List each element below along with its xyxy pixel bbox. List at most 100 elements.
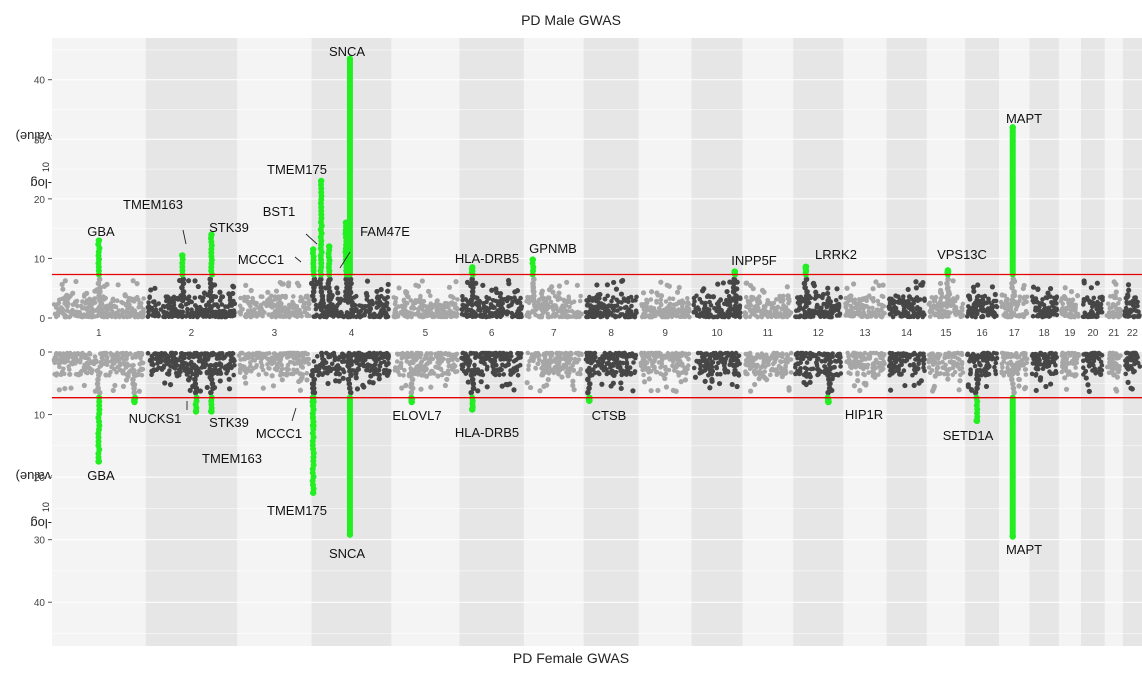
snp-point [785, 293, 791, 299]
y-tick-label-male: 10 [34, 254, 46, 265]
snp-point [1016, 383, 1022, 389]
snp-point [750, 286, 756, 292]
snp-point [131, 367, 137, 374]
snp-point [95, 376, 101, 383]
snp-point [468, 389, 475, 396]
snp-point [735, 371, 741, 377]
snp-point [64, 292, 70, 298]
snp-point [419, 278, 425, 284]
snp-point [1009, 284, 1015, 291]
chr-band-bottom [843, 352, 888, 646]
snp-point [610, 380, 616, 386]
snp-point-cloud [886, 293, 927, 320]
snp-point [286, 280, 292, 286]
snp-point [180, 276, 187, 283]
gene-label-male: MAPT [1006, 111, 1042, 126]
snp-point [344, 280, 350, 287]
snp-point [1047, 286, 1054, 292]
snp-point [342, 297, 348, 303]
snp-point-cloud [237, 293, 312, 320]
snp-point [230, 283, 236, 289]
chr-band-bottom [391, 352, 460, 646]
snp-point [931, 383, 938, 389]
snp-point [327, 276, 333, 283]
snp-point [611, 279, 617, 286]
snp-point [435, 373, 441, 379]
snp-point [825, 285, 831, 291]
snp-point [676, 284, 682, 291]
snp-point [1085, 382, 1091, 388]
snp-point [353, 375, 359, 381]
snp-point [956, 387, 962, 393]
snp-point [309, 385, 316, 392]
chr-label: 3 [272, 328, 278, 339]
snp-point [898, 371, 904, 377]
snp-point [824, 290, 831, 297]
chr-band-bottom [1081, 352, 1106, 646]
snp-point [844, 285, 850, 291]
chr-band-top [793, 38, 844, 318]
snp-point [70, 290, 76, 296]
gene-label-female: MAPT [1006, 542, 1042, 557]
label-leader-line [339, 251, 351, 269]
snp-point [989, 284, 996, 290]
snp-point [508, 371, 514, 377]
snp-point [167, 382, 174, 388]
y-tick-label-female: 20 [34, 473, 46, 484]
snp-point-cloud [1104, 293, 1124, 320]
snp-point [444, 376, 450, 383]
snp-point [1016, 376, 1023, 383]
snp-point [309, 372, 315, 378]
snp-point [503, 381, 509, 388]
chr-band-bottom [1104, 352, 1124, 646]
snp-point [408, 372, 414, 378]
snp-point [399, 385, 405, 391]
snp-point [1081, 280, 1087, 286]
snp-point [378, 286, 384, 293]
snp-point [537, 388, 543, 394]
snp-point [269, 373, 275, 379]
snp-point [1009, 376, 1015, 383]
snp-point [539, 288, 545, 294]
snp-point [122, 292, 128, 298]
hit-peak-point [585, 397, 593, 404]
snp-point [192, 381, 199, 387]
snp-point [309, 381, 316, 387]
chart-title-female: PD Female GWAS [512, 650, 630, 666]
snp-point [870, 286, 876, 292]
chr-band-top [583, 38, 640, 318]
snp-point [59, 281, 65, 287]
snp-point [297, 387, 304, 393]
snp-point [347, 288, 353, 295]
snp-point [192, 376, 198, 383]
snp-point [131, 389, 138, 396]
chr-band-bottom [1122, 352, 1142, 646]
snp-point [346, 297, 352, 303]
snp-point-cloud [236, 350, 312, 378]
hit-peak-point [95, 458, 103, 465]
snp-point [945, 297, 952, 303]
chr-label: 11 [763, 328, 774, 339]
hit-peak-point [731, 268, 739, 275]
snp-point [493, 286, 499, 292]
snp-point [418, 386, 424, 392]
snp-point [801, 379, 807, 386]
snp-point [972, 389, 979, 396]
snp-point [640, 290, 647, 296]
snp-point [207, 276, 214, 283]
snp-point [403, 382, 409, 389]
snp-point [807, 374, 813, 380]
chr-label: 15 [940, 328, 952, 339]
gene-label-female: HIP1R [845, 407, 883, 422]
snp-point [340, 375, 346, 381]
gene-label-female: SNCA [329, 546, 365, 561]
snp-point [564, 279, 570, 285]
snp-point [587, 372, 594, 378]
snp-point [152, 285, 158, 291]
snp-point [857, 387, 863, 394]
snp-point [620, 277, 626, 284]
snp-point-cloud [311, 350, 392, 378]
snp-point [405, 294, 411, 300]
snp-point [243, 282, 249, 288]
snp-point-cloud [793, 293, 844, 320]
